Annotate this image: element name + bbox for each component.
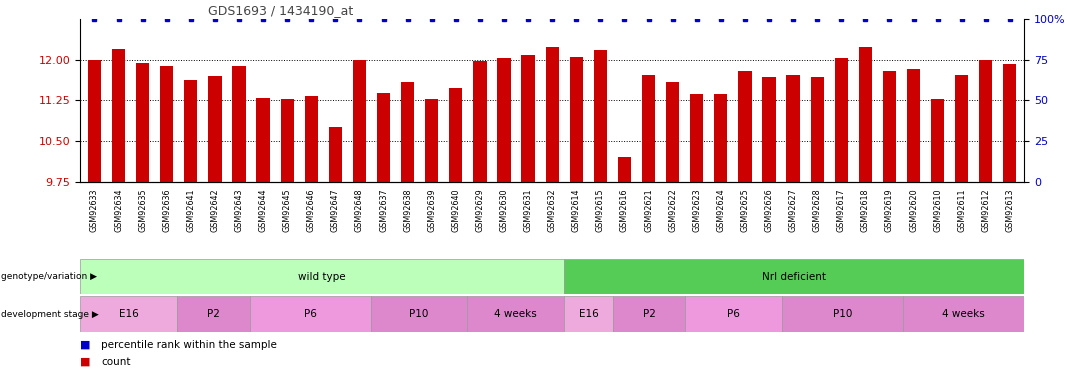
Text: development stage ▶: development stage ▶ <box>1 310 99 319</box>
Bar <box>136 63 149 182</box>
Bar <box>233 66 245 182</box>
Text: genotype/variation ▶: genotype/variation ▶ <box>1 272 97 281</box>
Bar <box>564 296 612 332</box>
Bar <box>474 61 487 182</box>
Bar <box>666 82 680 182</box>
Text: E16: E16 <box>118 309 139 319</box>
Text: 4 weeks: 4 weeks <box>942 309 985 319</box>
Bar <box>612 296 685 332</box>
Bar <box>714 94 728 182</box>
Bar <box>593 50 607 182</box>
Bar <box>256 98 270 182</box>
Text: P10: P10 <box>410 309 429 319</box>
Bar <box>177 296 250 332</box>
Text: P2: P2 <box>207 309 220 319</box>
Bar <box>980 60 992 182</box>
Bar <box>545 47 559 182</box>
Bar <box>618 158 631 182</box>
Text: P10: P10 <box>833 309 853 319</box>
Bar <box>80 296 177 332</box>
Bar <box>904 296 1024 332</box>
Bar <box>377 93 391 182</box>
Bar <box>522 55 535 182</box>
Bar <box>834 58 848 182</box>
Text: P6: P6 <box>304 309 317 319</box>
Bar <box>425 99 439 182</box>
Text: percentile rank within the sample: percentile rank within the sample <box>101 340 277 350</box>
Bar <box>305 96 318 182</box>
Bar <box>738 72 751 182</box>
Text: P6: P6 <box>728 309 740 319</box>
Bar <box>281 99 293 182</box>
Bar <box>642 75 655 182</box>
Bar <box>786 75 799 182</box>
Text: ■: ■ <box>80 340 91 350</box>
Bar <box>859 47 872 182</box>
Bar <box>401 82 414 182</box>
Bar <box>497 58 511 182</box>
Text: Nrl deficient: Nrl deficient <box>762 272 826 282</box>
Bar <box>564 259 1024 294</box>
Bar <box>467 296 564 332</box>
Text: GDS1693 / 1434190_at: GDS1693 / 1434190_at <box>208 4 353 17</box>
Bar <box>87 60 101 182</box>
Bar <box>353 60 366 182</box>
Bar <box>931 99 944 182</box>
Text: ■: ■ <box>80 357 91 367</box>
Text: 4 weeks: 4 weeks <box>494 309 537 319</box>
Bar <box>370 296 467 332</box>
Bar <box>570 57 583 182</box>
Bar <box>762 78 776 182</box>
Bar <box>690 94 703 182</box>
Text: E16: E16 <box>578 309 599 319</box>
Bar <box>250 296 370 332</box>
Bar <box>160 66 173 182</box>
Bar <box>80 259 564 294</box>
Text: wild type: wild type <box>299 272 346 282</box>
Text: count: count <box>101 357 131 367</box>
Bar <box>882 72 896 182</box>
Bar <box>811 78 824 182</box>
Bar <box>329 128 343 182</box>
Bar <box>208 76 222 182</box>
Bar <box>955 75 969 182</box>
Bar <box>1003 64 1017 182</box>
Bar <box>449 88 462 182</box>
Bar <box>782 296 904 332</box>
Bar <box>185 80 197 182</box>
Text: P2: P2 <box>642 309 655 319</box>
Bar <box>112 49 125 182</box>
Bar <box>685 296 782 332</box>
Bar <box>907 69 920 182</box>
